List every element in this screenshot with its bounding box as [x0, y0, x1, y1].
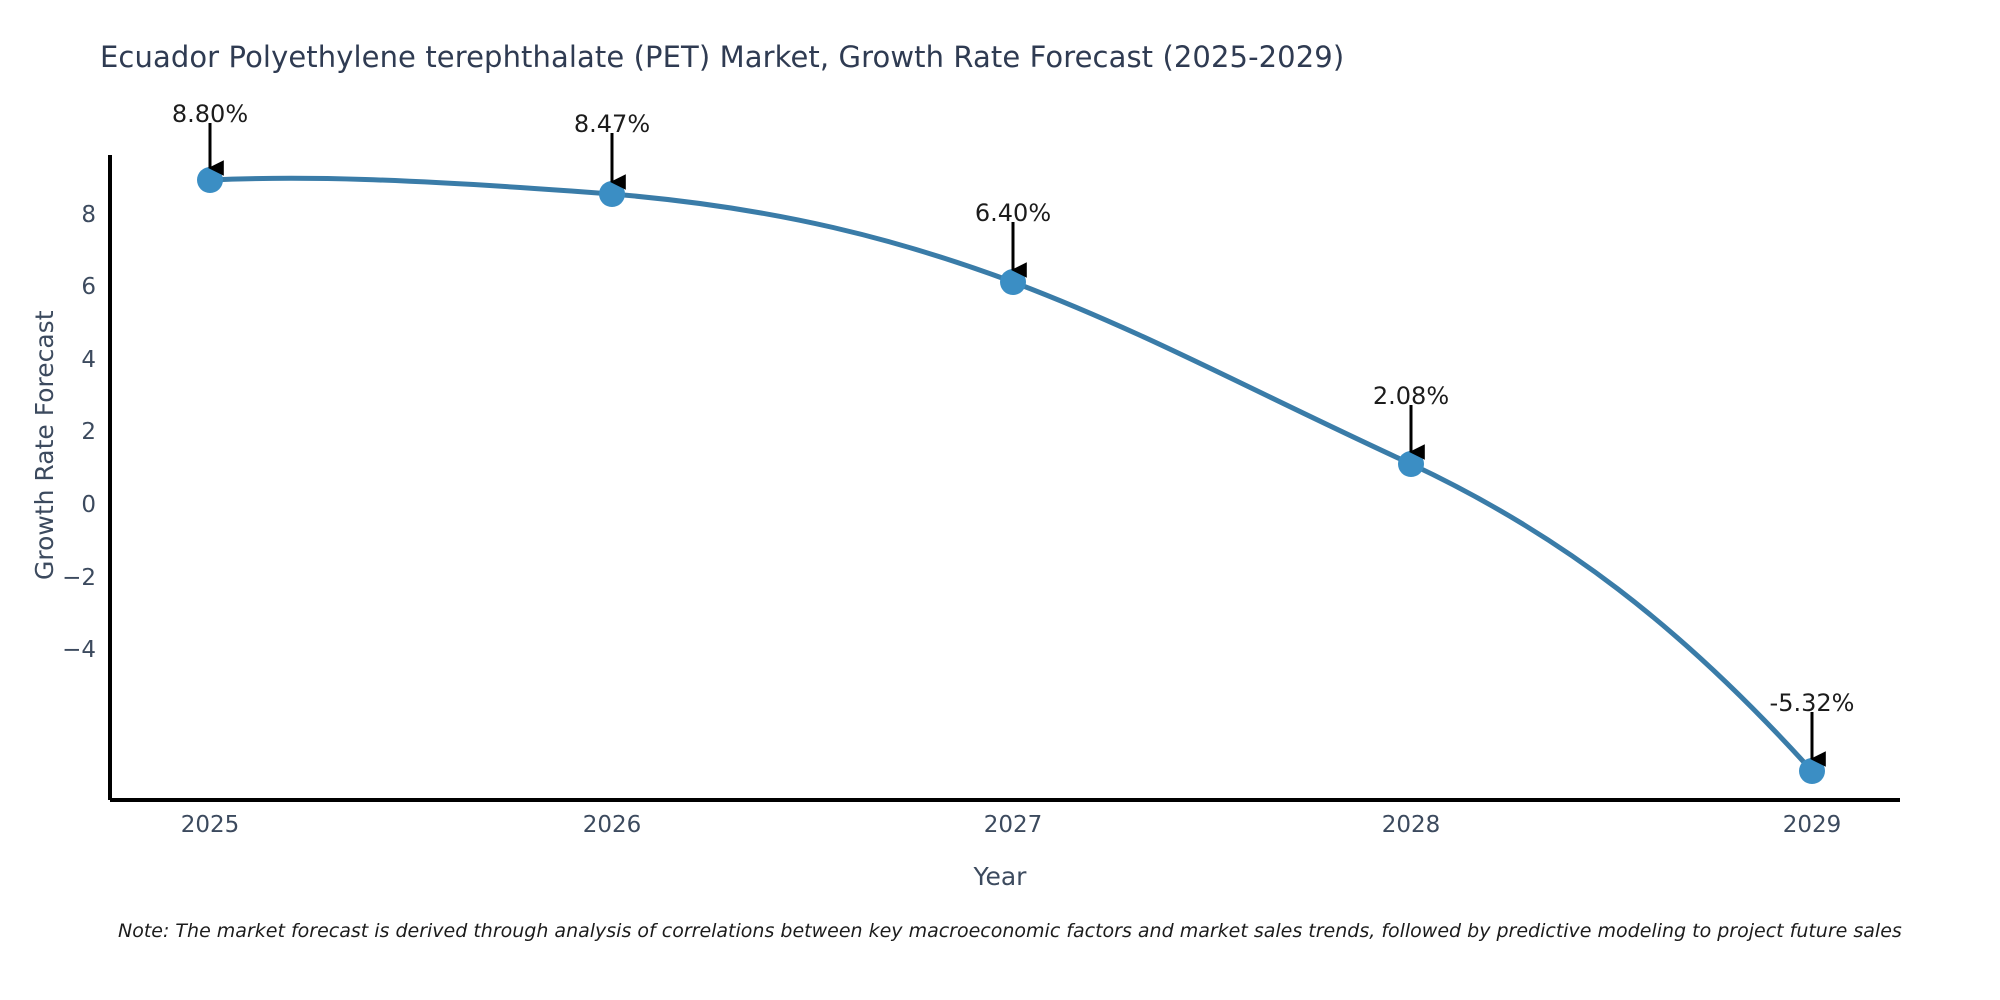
y-tick-label: 0: [81, 492, 96, 518]
x-tick-label: 2028: [1381, 812, 1441, 838]
data-label: 8.80%: [171, 100, 249, 128]
y-tick-label: −2: [62, 565, 96, 591]
y-tick-label: 6: [81, 274, 96, 300]
data-point-marker[interactable]: [1000, 269, 1026, 295]
x-tick-label: 2026: [582, 812, 642, 838]
y-tick-label: 2: [81, 419, 96, 445]
data-point-marker[interactable]: [197, 167, 223, 193]
footer-note: Note: The market forecast is derived thr…: [118, 920, 1902, 942]
x-tick-label: 2029: [1782, 812, 1842, 838]
forecast-line: [207, 175, 1815, 774]
chart-title: Ecuador Polyethylene terephthalate (PET)…: [100, 40, 1345, 74]
y-tick-label: 8: [81, 202, 96, 228]
data-point-marker[interactable]: [1799, 758, 1825, 784]
x-axis-title: Year: [973, 862, 1027, 891]
y-axis-title: Growth Rate Forecast: [30, 310, 59, 581]
data-label: 2.08%: [1372, 382, 1450, 410]
data-point-marker[interactable]: [599, 181, 625, 207]
data-label: 6.40%: [974, 199, 1052, 227]
data-label: -5.32%: [1769, 689, 1855, 717]
data-point-marker[interactable]: [1398, 451, 1424, 477]
x-tick-label: 2027: [983, 812, 1043, 838]
y-tick-label: 4: [81, 347, 96, 373]
data-label: 8.47%: [573, 110, 651, 138]
x-tick-label: 2025: [180, 812, 240, 838]
y-tick-label: −4: [62, 637, 96, 663]
